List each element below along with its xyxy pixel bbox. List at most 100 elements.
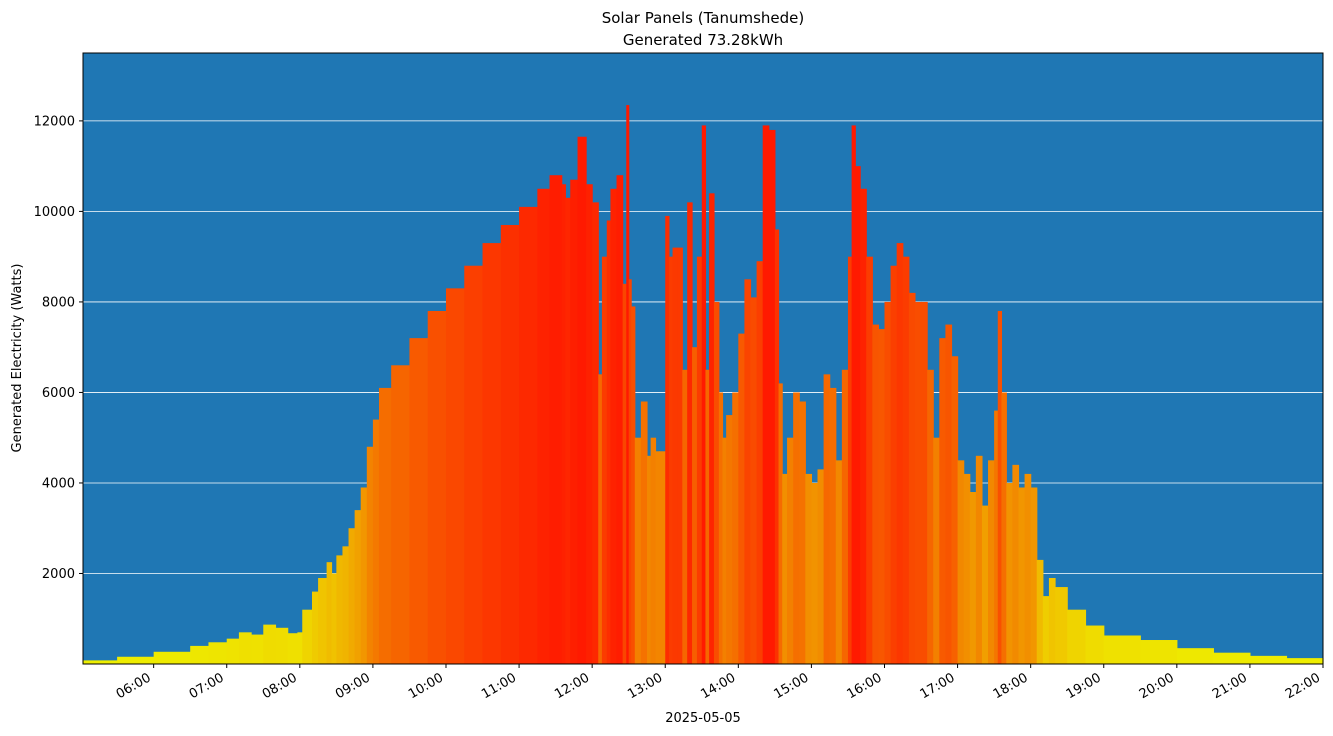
generation-bar (561, 184, 566, 664)
generation-bar (835, 460, 843, 664)
generation-bar (312, 591, 319, 664)
generation-bar (1012, 464, 1020, 664)
generation-bar (616, 175, 624, 664)
chart-title: Solar Panels (Tanumshede) (602, 9, 805, 27)
generation-bar (713, 301, 720, 664)
generation-bar (577, 136, 587, 665)
generation-bar (1042, 596, 1050, 664)
generation-bar (372, 419, 380, 664)
x-tick-label: 22:00 (1283, 670, 1323, 702)
generation-bar (263, 624, 277, 664)
x-tick-label: 15:00 (771, 670, 811, 702)
generation-bar (756, 261, 764, 664)
x-tick-label: 17:00 (918, 670, 958, 702)
generation-bar (610, 188, 618, 664)
generation-bar (153, 651, 191, 664)
generation-bar (226, 638, 240, 664)
plot-frame (82, 52, 1324, 665)
generation-bar (896, 243, 904, 664)
generation-bar (1018, 487, 1026, 664)
generation-bar (251, 634, 264, 664)
generation-bar (326, 562, 333, 664)
x-axis: 06:00 07:00 08:00 09:00 10:00 11:00 12:00 13:00… (114, 664, 1324, 702)
generation-bar (665, 215, 670, 664)
generation-bar (774, 229, 780, 664)
generation-bar (342, 546, 350, 664)
generation-bar (1024, 473, 1032, 664)
generation-bar (994, 410, 999, 664)
generation-bar (701, 125, 707, 664)
generation-bar (841, 369, 849, 664)
generation-bar (287, 633, 298, 664)
generation-bar (427, 310, 447, 664)
generation-bar (744, 279, 752, 664)
x-tick-label: 20:00 (1137, 670, 1177, 702)
x-tick-label: 18:00 (991, 670, 1031, 702)
generation-bar (601, 256, 608, 664)
generation-bar (598, 374, 603, 664)
generation-bar (793, 392, 800, 664)
x-tick-label: 06:00 (114, 670, 154, 702)
generation-bar (997, 310, 1003, 664)
generation-bar (738, 333, 746, 664)
generation-bar (872, 324, 879, 664)
generation-bar (975, 455, 983, 664)
generation-bar (805, 473, 813, 664)
generation-bar (549, 175, 563, 664)
generation-bar (464, 265, 484, 664)
generation-bar (951, 356, 959, 664)
x-tick-label: 19:00 (1064, 670, 1104, 702)
generation-bar (860, 188, 867, 664)
generation-bar (963, 473, 971, 664)
generation-bar (705, 369, 710, 664)
generation-bar (878, 329, 886, 664)
generation-bar (750, 297, 758, 664)
generation-bar (208, 642, 228, 664)
generation-bar (565, 197, 571, 664)
generation-bar (817, 469, 825, 664)
x-tick-label: 16:00 (845, 670, 885, 702)
generation-bar (1140, 640, 1178, 664)
generation-bar (933, 437, 940, 664)
generation-bar (668, 256, 674, 664)
generation-bar (866, 256, 873, 664)
generation-bar (655, 451, 660, 664)
generation-bar (692, 347, 698, 664)
generation-bar (482, 243, 502, 664)
generation-bar (677, 247, 683, 665)
generation-bar (939, 338, 946, 664)
generation-bar (360, 487, 368, 664)
generation-bar (988, 460, 995, 664)
generation-bar (847, 256, 853, 664)
generation-bar (722, 437, 727, 664)
generation-bar (914, 301, 922, 664)
generation-bar (646, 455, 652, 664)
y-tick-label: 8000 (42, 295, 75, 310)
generation-bar (884, 301, 892, 664)
generation-bar (957, 460, 965, 664)
generation-bar (318, 578, 328, 664)
generation-bar (672, 247, 679, 665)
generation-bar (696, 256, 703, 664)
x-tick-label: 09:00 (333, 670, 373, 702)
generation-bar (366, 446, 374, 664)
generation-bar (1213, 652, 1251, 664)
generation-bar (302, 609, 313, 664)
generation-bar (238, 632, 252, 664)
generation-bar (762, 125, 770, 664)
generation-bar (687, 202, 693, 665)
generation-bar (682, 369, 688, 664)
generation-bar (570, 179, 579, 665)
generation-bar (622, 283, 627, 664)
generation-bar (297, 632, 303, 664)
generation-bar (1048, 578, 1056, 664)
generation-bar (631, 306, 636, 664)
generation-bar (768, 129, 776, 664)
generation-bar (945, 324, 953, 664)
x-tick-label: 13:00 (625, 670, 665, 702)
generation-bar (626, 105, 630, 665)
generation-bar (927, 369, 934, 664)
x-tick-label: 21:00 (1210, 670, 1250, 702)
y-tick-label: 6000 (42, 386, 75, 401)
